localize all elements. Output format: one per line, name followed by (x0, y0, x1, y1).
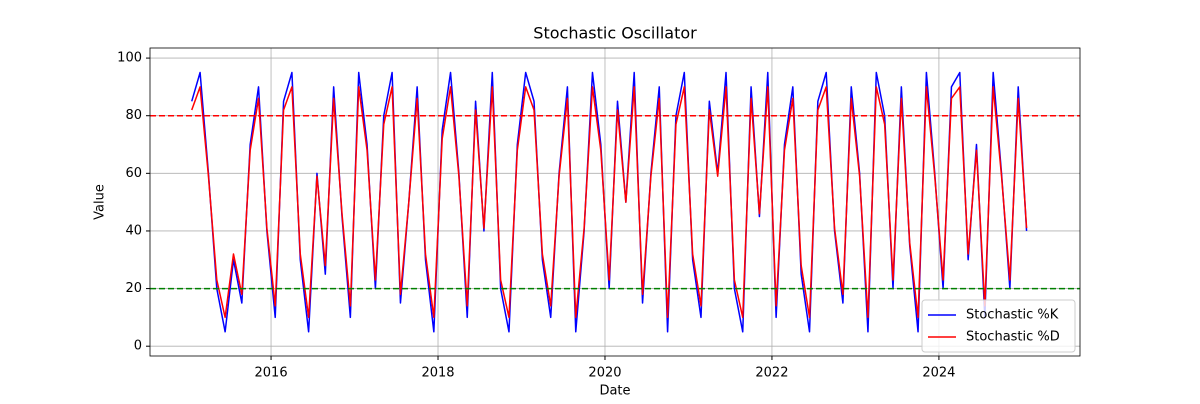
y-tick-label: 60 (125, 166, 142, 181)
x-tick-label: 2024 (922, 366, 955, 381)
legend-label: Stochastic %D (966, 330, 1060, 345)
y-tick-label: 100 (117, 51, 142, 66)
chart-title: Stochastic Oscillator (533, 24, 697, 43)
axes-frame (149, 47, 1081, 357)
x-tick-label: 2022 (755, 366, 788, 381)
x-axis-label: Date (599, 384, 630, 399)
y-tick-label: 80 (125, 108, 142, 123)
legend-box (921, 299, 1076, 353)
y-tick-label: 20 (125, 281, 142, 296)
x-tick-label: 2016 (255, 366, 288, 381)
y-tick-label: 0 (134, 339, 142, 354)
x-tick-label: 2020 (588, 366, 621, 381)
y-axis-label: Value (93, 184, 108, 220)
x-tick-label: 2018 (421, 366, 454, 381)
y-tick-label: 40 (125, 223, 142, 238)
legend-label: Stochastic %K (966, 308, 1059, 323)
data-line (191, 86, 1028, 319)
